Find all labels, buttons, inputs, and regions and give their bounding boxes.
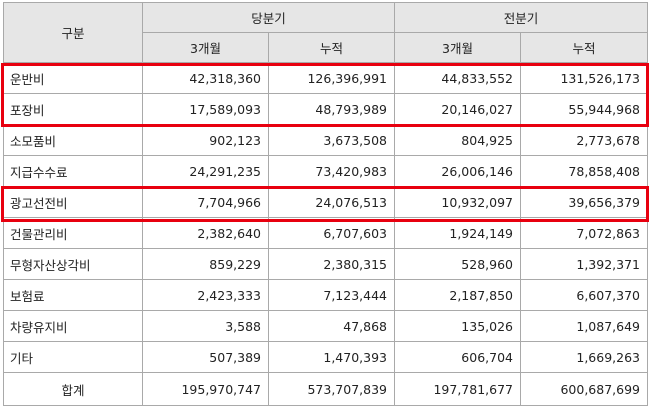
- cell-current-3month: 3,588: [142, 310, 269, 342]
- cell-prior-cumulative: 1,669,263: [520, 341, 648, 373]
- cell-current-cumulative: 6,707,603: [268, 217, 395, 249]
- table-row: 운반비 42,318,360 126,396,991 44,833,552 13…: [3, 62, 648, 94]
- cell-prior-3month: 26,006,146: [394, 155, 521, 187]
- row-label: 보험료: [3, 279, 143, 311]
- header-current-3month: 3개월: [142, 32, 269, 63]
- cell-current-3month: 17,589,093: [142, 93, 269, 125]
- cell-prior-cumulative: 2,773,678: [520, 124, 648, 156]
- total-current-3month: 195,970,747: [142, 372, 269, 406]
- row-label: 차량유지비: [3, 310, 143, 342]
- cell-current-cumulative: 73,420,983: [268, 155, 395, 187]
- cell-current-3month: 2,423,333: [142, 279, 269, 311]
- cell-prior-cumulative: 39,656,379: [520, 186, 648, 218]
- cell-prior-3month: 2,187,850: [394, 279, 521, 311]
- cell-prior-3month: 606,704: [394, 341, 521, 373]
- total-current-cumulative: 573,707,839: [268, 372, 395, 406]
- total-row: 합계 195,970,747 573,707,839 197,781,677 6…: [3, 372, 648, 406]
- row-label: 건물관리비: [3, 217, 143, 249]
- cell-prior-3month: 135,026: [394, 310, 521, 342]
- cell-current-3month: 902,123: [142, 124, 269, 156]
- cell-prior-cumulative: 131,526,173: [520, 62, 648, 94]
- cell-current-cumulative: 2,380,315: [268, 248, 395, 280]
- cell-prior-cumulative: 1,392,371: [520, 248, 648, 280]
- cell-prior-cumulative: 1,087,649: [520, 310, 648, 342]
- cell-prior-3month: 528,960: [394, 248, 521, 280]
- total-label: 합계: [3, 372, 143, 406]
- header-category: 구분: [3, 2, 143, 63]
- header-current-period: 당분기: [142, 2, 395, 33]
- cell-prior-cumulative: 55,944,968: [520, 93, 648, 125]
- cell-current-cumulative: 7,123,444: [268, 279, 395, 311]
- cell-prior-3month: 20,146,027: [394, 93, 521, 125]
- expense-table: 구분 당분기 전분기 3개월 누적 3개월 누적 운반비 42,318,360 …: [3, 2, 648, 406]
- cell-prior-3month: 44,833,552: [394, 62, 521, 94]
- table-row: 지급수수료 24,291,235 73,420,983 26,006,146 7…: [3, 155, 648, 187]
- row-label: 기타: [3, 341, 143, 373]
- cell-current-cumulative: 126,396,991: [268, 62, 395, 94]
- cell-current-cumulative: 47,868: [268, 310, 395, 342]
- table-row: 포장비 17,589,093 48,793,989 20,146,027 55,…: [3, 93, 648, 125]
- header-current-cumulative: 누적: [268, 32, 395, 63]
- cell-prior-cumulative: 6,607,370: [520, 279, 648, 311]
- header-prior-cumulative: 누적: [520, 32, 648, 63]
- cell-current-cumulative: 1,470,393: [268, 341, 395, 373]
- table-row: 보험료 2,423,333 7,123,444 2,187,850 6,607,…: [3, 279, 648, 311]
- header-prior-3month: 3개월: [394, 32, 521, 63]
- table-row: 건물관리비 2,382,640 6,707,603 1,924,149 7,07…: [3, 217, 648, 249]
- cell-prior-3month: 1,924,149: [394, 217, 521, 249]
- cell-current-cumulative: 3,673,508: [268, 124, 395, 156]
- row-label: 무형자산상각비: [3, 248, 143, 280]
- cell-prior-cumulative: 78,858,408: [520, 155, 648, 187]
- cell-prior-cumulative: 7,072,863: [520, 217, 648, 249]
- cell-current-3month: 7,704,966: [142, 186, 269, 218]
- cell-current-cumulative: 48,793,989: [268, 93, 395, 125]
- row-label: 지급수수료: [3, 155, 143, 187]
- table-row: 소모품비 902,123 3,673,508 804,925 2,773,678: [3, 124, 648, 156]
- cell-current-3month: 24,291,235: [142, 155, 269, 187]
- row-label: 광고선전비: [3, 186, 143, 218]
- table-row: 광고선전비 7,704,966 24,076,513 10,932,097 39…: [3, 186, 648, 218]
- cell-current-3month: 2,382,640: [142, 217, 269, 249]
- table-row: 차량유지비 3,588 47,868 135,026 1,087,649: [3, 310, 648, 342]
- cell-current-3month: 859,229: [142, 248, 269, 280]
- cell-prior-3month: 804,925: [394, 124, 521, 156]
- table-row: 무형자산상각비 859,229 2,380,315 528,960 1,392,…: [3, 248, 648, 280]
- cell-prior-3month: 10,932,097: [394, 186, 521, 218]
- header-prior-period: 전분기: [394, 2, 648, 33]
- cell-current-3month: 42,318,360: [142, 62, 269, 94]
- cell-current-cumulative: 24,076,513: [268, 186, 395, 218]
- cell-current-3month: 507,389: [142, 341, 269, 373]
- row-label: 소모품비: [3, 124, 143, 156]
- total-prior-3month: 197,781,677: [394, 372, 521, 406]
- total-prior-cumulative: 600,687,699: [520, 372, 648, 406]
- table-row: 기타 507,389 1,470,393 606,704 1,669,263: [3, 341, 648, 373]
- row-label: 운반비: [3, 62, 143, 94]
- row-label: 포장비: [3, 93, 143, 125]
